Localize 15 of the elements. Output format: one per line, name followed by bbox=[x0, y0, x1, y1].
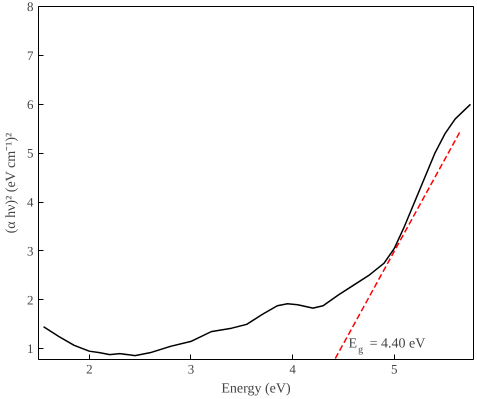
x-tick-label: 3 bbox=[188, 362, 194, 376]
x-tick-label: 5 bbox=[390, 362, 398, 376]
line-series bbox=[42, 104, 472, 356]
y-tick-label: 5 bbox=[27, 146, 34, 161]
y-tick-label: 8 bbox=[27, 0, 34, 14]
y-tick-label: 4 bbox=[27, 194, 34, 210]
x-tick-label: 4 bbox=[289, 362, 296, 376]
x-axis-title: Energy (eV) bbox=[221, 382, 291, 396]
x-tick-label: 2 bbox=[86, 362, 93, 376]
y-tick-label: 3 bbox=[27, 243, 34, 258]
y-tick-label: 2 bbox=[27, 292, 34, 308]
y-tick-label: 7 bbox=[27, 48, 34, 63]
y-tick-label: 6 bbox=[27, 96, 34, 112]
y-axis-title: (α hν)² (eV cm⁻¹)² bbox=[4, 132, 19, 234]
y-tick-label: 1 bbox=[27, 341, 34, 356]
